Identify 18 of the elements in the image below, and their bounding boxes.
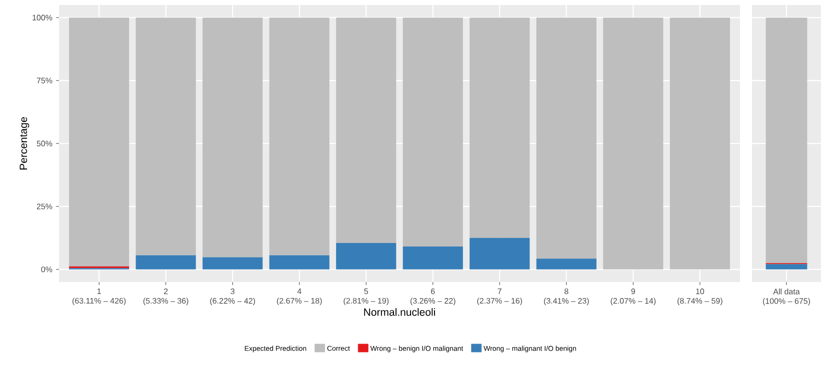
x-tick-label: 9 (2.07% – 14) xyxy=(610,288,656,306)
y-tick-label: 50% xyxy=(36,140,52,146)
x-tick-label: 8 (3.41% – 23) xyxy=(544,288,589,306)
x-tick-label: All data (100% – 675) xyxy=(762,288,810,306)
x-tick-label: 2 (5.33% – 36) xyxy=(143,288,188,306)
x-axis-title: Normal.nucleoli xyxy=(364,308,435,316)
y-axis-title: Percentage xyxy=(20,117,30,170)
x-tick-label: 3 (6.22% – 42) xyxy=(210,288,255,306)
y-tick-label: 75% xyxy=(36,78,52,84)
x-tick-label: 4 (2.67% – 18) xyxy=(276,288,322,306)
y-tick-label: 100% xyxy=(32,14,52,20)
x-tick-label: 5 (2.81% – 19) xyxy=(344,288,389,306)
x-tick-label: 6 (3.26% – 22) xyxy=(410,288,456,306)
y-tick-label: 25% xyxy=(36,204,52,210)
x-tick-label: 1 (63.11% – 426) xyxy=(72,288,126,306)
x-tick-label: 7 (2.37% – 16) xyxy=(477,288,522,306)
y-tick-label: 0% xyxy=(41,266,52,272)
x-tick-label: 10 (8.74% – 59) xyxy=(678,288,722,306)
